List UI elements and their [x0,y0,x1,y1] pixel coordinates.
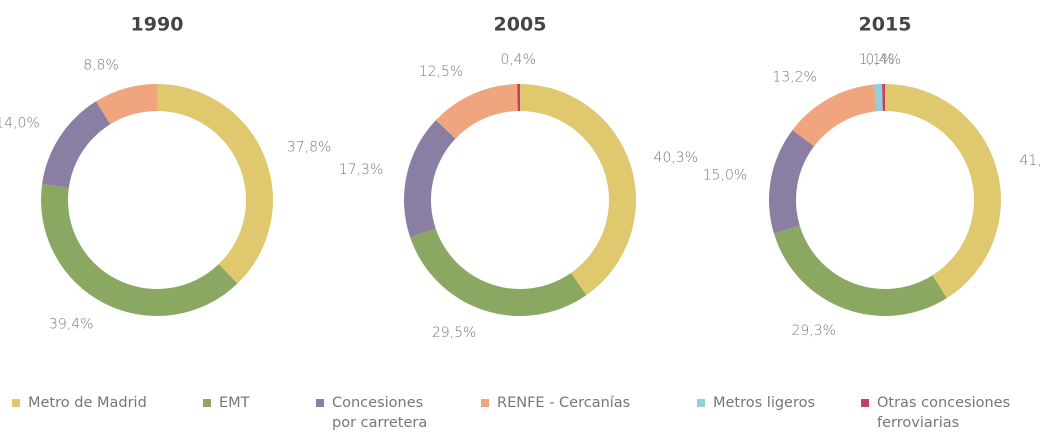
legend-swatch [481,399,489,407]
chart-title: 1990 [131,14,184,36]
legend-label: Otras concesiones ferroviarias [877,395,1011,431]
legend-swatch [316,399,324,407]
data-label: 40,3% [654,150,698,166]
legend-swatch [203,399,211,407]
legend-label: RENFE - Cercanías [497,395,631,411]
donut-slice [96,84,157,125]
data-label: 13,2% [772,70,816,86]
legend-label: Concesiones por carretera [332,395,428,431]
legend-item: Metros ligeros [697,393,847,413]
donut-slice [410,228,587,316]
chart-title: 2015 [859,14,912,36]
donut-slice [874,84,883,112]
legend-item: Otras concesiones ferroviarias [861,393,1041,433]
donut-slice [769,129,815,234]
legend: Metro de Madrid EMT Concesiones por carret… [0,393,1041,437]
data-label: 17,3% [339,162,383,178]
legend-item: Metro de Madrid [12,393,192,413]
legend-label: Metros ligeros [713,395,816,411]
data-label: 41,1% [1020,153,1041,169]
charts: 1990 37,8% 39,4% 14,0% 8,8% 2005 40,3% 29,5% 17,… [0,14,1041,342]
donut-slice [773,225,947,316]
donut-slice [40,184,238,317]
donut-slice [882,84,885,112]
data-label: 37,8% [287,140,331,156]
data-label: 0,4% [865,52,901,68]
legend-item: EMT [203,393,303,413]
donut-slice [517,84,520,112]
data-label: 39,4% [49,317,93,333]
data-label: 0,4% [500,52,536,68]
donut-slice [42,101,111,188]
data-label: 29,5% [432,325,476,341]
legend-label: EMT [219,395,250,411]
legend-swatch [12,399,20,407]
chart-title: 2005 [494,14,547,36]
data-label: 29,3% [791,323,835,339]
donut-slice [403,120,456,238]
donut-slice [885,84,1001,299]
legend-swatch [697,399,705,407]
legend-item: RENFE - Cercanías [481,393,681,413]
legend-label: Metro de Madrid [28,395,147,411]
data-label: 1,1% [859,52,895,68]
donut-slice [520,84,636,296]
data-label: 12,5% [419,64,463,80]
data-label: 15,0% [703,167,747,183]
data-label: 14,0% [0,116,40,132]
legend-swatch [861,399,869,407]
legend-item: Concesiones por carretera [316,393,466,433]
data-label: 8,8% [83,57,119,73]
donut-slice [792,84,877,147]
donut-slice [157,84,274,284]
donut-slice [435,84,518,139]
